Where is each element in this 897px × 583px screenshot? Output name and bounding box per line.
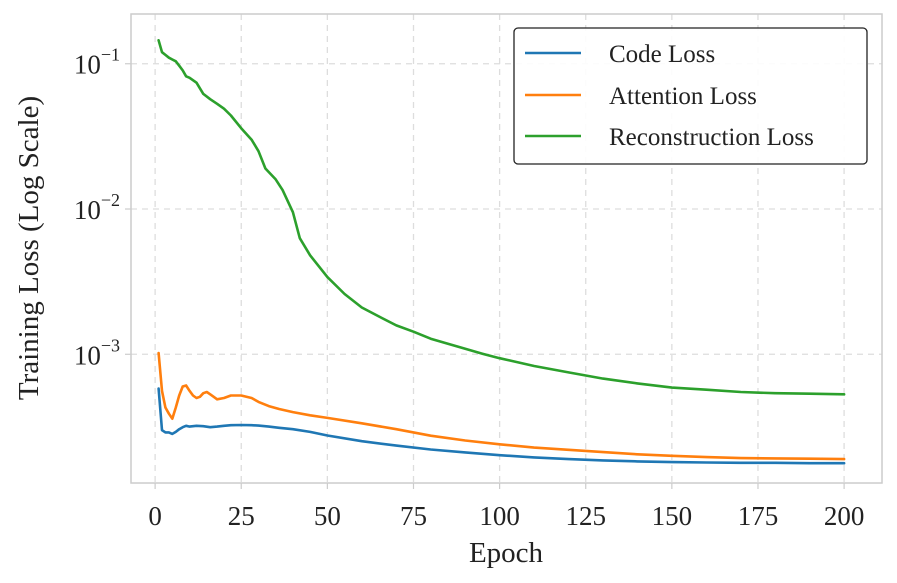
series-line-code-loss bbox=[157, 387, 846, 465]
legend-label-reconstruction-loss: Reconstruction Loss bbox=[609, 124, 814, 151]
series-lines bbox=[157, 39, 846, 465]
legend-label-attention-loss: Attention Loss bbox=[609, 83, 757, 110]
x-tick-label: 100 bbox=[479, 501, 520, 531]
plot-frame bbox=[130, 13, 883, 484]
x-tick-label: 175 bbox=[738, 501, 779, 531]
y-tick-label: 10−1 bbox=[74, 45, 120, 80]
legend: Code Loss Attention Loss Reconstruction … bbox=[513, 27, 868, 165]
x-tick-label: 125 bbox=[565, 501, 606, 531]
y-axis-label: Training Loss (Log Scale) bbox=[13, 96, 45, 400]
series-line-attention-loss bbox=[157, 351, 846, 461]
legend-label-code-loss: Code Loss bbox=[609, 41, 715, 68]
x-tick-label: 50 bbox=[314, 501, 341, 531]
axis-ticks: 0 25 50 75 100 125 150 175 200 10−3 10−2 10−1 bbox=[74, 45, 865, 531]
x-tick-label: 200 bbox=[824, 501, 865, 531]
y-tick-label: 10−3 bbox=[74, 335, 120, 370]
series-line-reconstruction-loss bbox=[157, 39, 846, 396]
x-axis-label: Epoch bbox=[469, 537, 544, 569]
x-tick-label: 75 bbox=[400, 501, 427, 531]
x-tick-label: 150 bbox=[652, 501, 693, 531]
legend-box bbox=[513, 27, 868, 165]
x-tick-label: 0 bbox=[148, 501, 162, 531]
x-tick-label: 25 bbox=[228, 501, 255, 531]
y-tick-label: 10−2 bbox=[74, 190, 120, 225]
